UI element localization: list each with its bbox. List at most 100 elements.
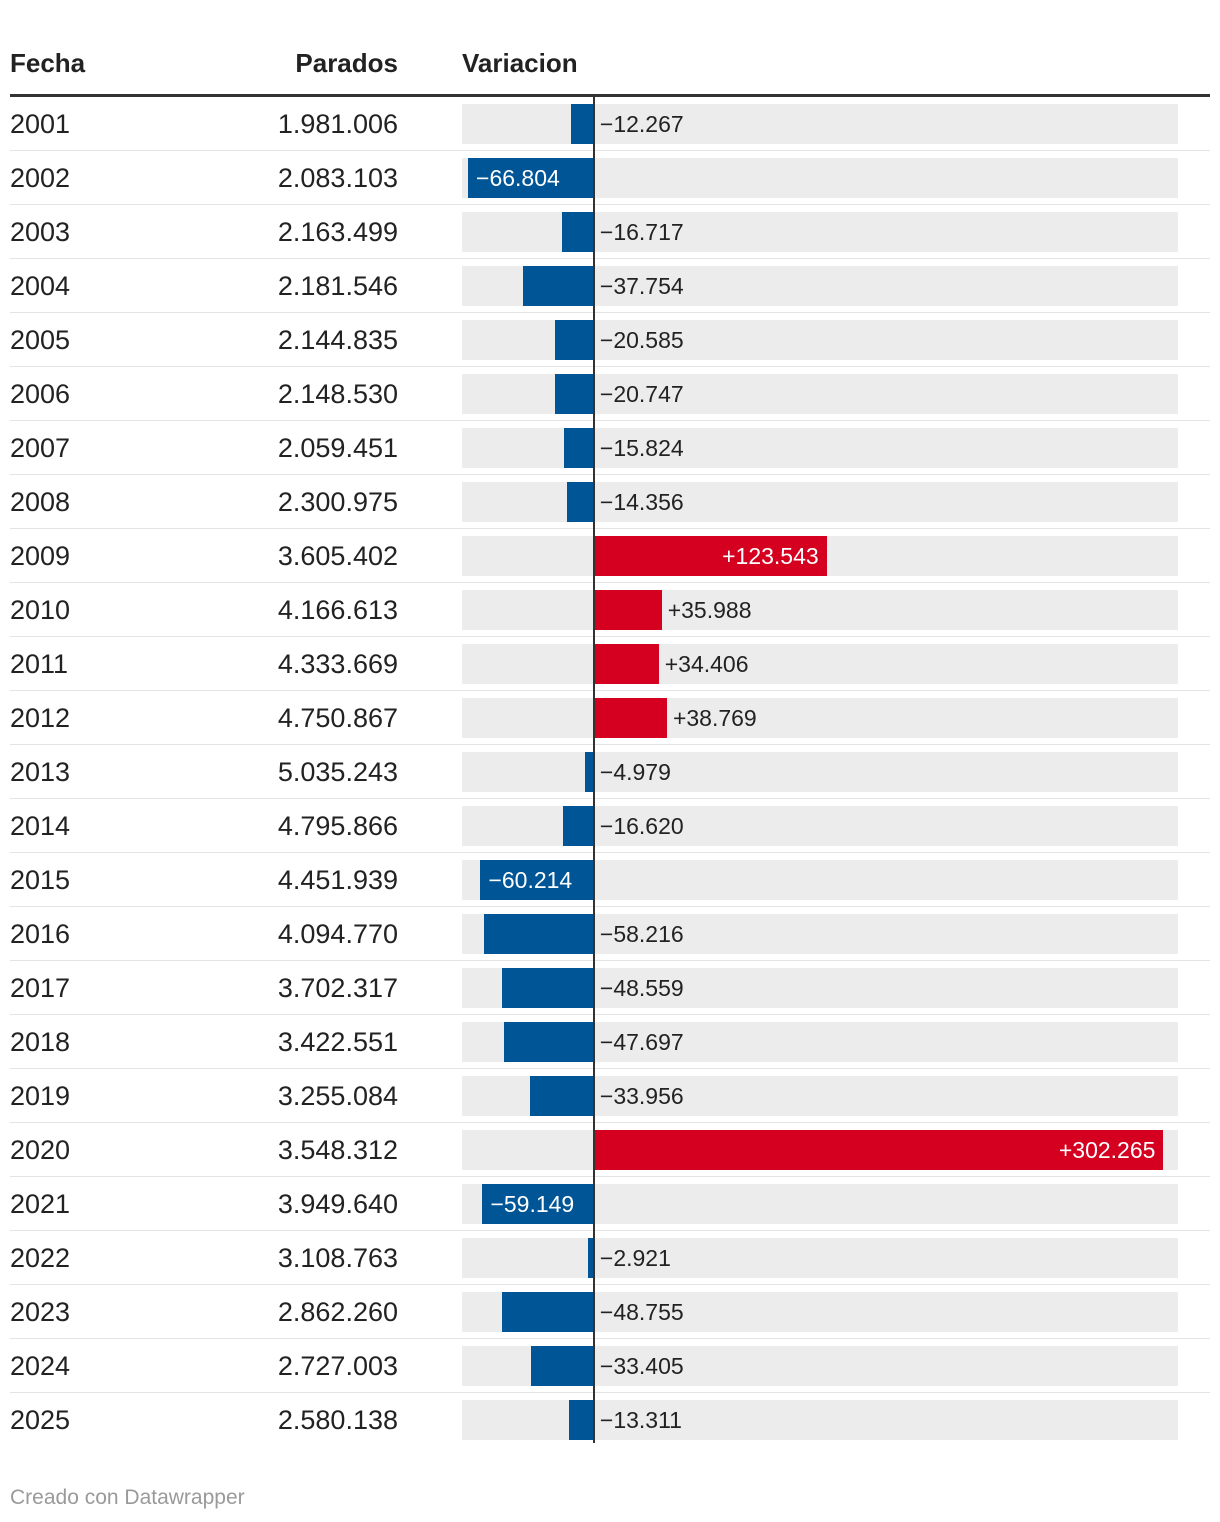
cell-fecha: 2018 — [10, 1027, 71, 1057]
cell-fecha: 2008 — [10, 487, 71, 517]
bar-negative — [554, 374, 594, 414]
bar-negative — [562, 212, 594, 252]
bar-value-label: −16.717 — [599, 219, 684, 245]
cell-fecha: 2005 — [10, 325, 71, 355]
bar-value-label: −48.559 — [599, 975, 684, 1001]
cell-parados: 4.451.939 — [277, 865, 398, 895]
cell-parados: 2.300.975 — [277, 487, 398, 517]
table-row: 2012 4.750.867 +38.769 — [10, 691, 1210, 745]
cell-fecha: 2023 — [10, 1297, 71, 1327]
bar-positive — [593, 644, 659, 684]
table-row: 2016 4.094.770 −58.216 — [10, 907, 1210, 961]
cell-parados: 4.333.669 — [277, 649, 398, 679]
cell-parados: 1.981.006 — [277, 109, 398, 139]
bar-value-label: +35.988 — [667, 597, 752, 623]
bar-value-label: +123.543 — [722, 543, 819, 569]
bar-negative — [566, 482, 594, 522]
cell-fecha: 2014 — [10, 811, 71, 841]
table-row: 2015 4.451.939 −60.214 — [10, 853, 1210, 907]
bar-negative — [504, 1022, 594, 1062]
bar-track: −4.979 — [462, 752, 1178, 792]
bar-negative — [564, 428, 594, 468]
bar-negative — [522, 266, 594, 306]
bar-track: −20.585 — [462, 320, 1178, 360]
bar-track: −2.921 — [462, 1238, 1178, 1278]
cell-fecha: 2009 — [10, 541, 71, 571]
bar-positive — [593, 536, 827, 576]
table-header: Fecha Parados Variacion — [10, 44, 1210, 97]
bar-track: −33.956 — [462, 1076, 1178, 1116]
bar-negative — [484, 914, 594, 954]
bar-value-label: −13.311 — [599, 1407, 682, 1433]
header-parados[interactable]: Parados — [295, 48, 398, 78]
bar-value-label: −66.804 — [476, 165, 560, 191]
footer-credit: Creado con Datawrapper — [10, 1486, 245, 1509]
cell-fecha: 2017 — [10, 973, 71, 1003]
bar-negative — [502, 968, 594, 1008]
bar-negative — [502, 1292, 594, 1332]
bar-negative — [570, 104, 594, 144]
bar-value-label: −15.824 — [599, 435, 684, 461]
bar-negative — [555, 320, 594, 360]
cell-fecha: 2002 — [10, 163, 71, 193]
cell-fecha: 2024 — [10, 1351, 71, 1381]
bar-negative — [588, 1238, 594, 1278]
cell-fecha: 2020 — [10, 1135, 71, 1165]
cell-fecha: 2021 — [10, 1189, 71, 1219]
cell-parados: 4.094.770 — [277, 919, 398, 949]
bar-value-label: −59.149 — [490, 1191, 575, 1217]
bar-track: −20.747 — [462, 374, 1178, 414]
bar-track: −60.214 — [462, 860, 1178, 900]
cell-parados: 3.548.312 — [277, 1135, 398, 1165]
bar-value-label: +302.265 — [1058, 1137, 1156, 1163]
cell-parados: 3.605.402 — [277, 541, 398, 571]
bar-negative — [480, 860, 594, 900]
cell-parados: 4.795.866 — [277, 811, 398, 841]
table-row: 2004 2.181.546 −37.754 — [10, 259, 1210, 313]
bar-value-label: −16.620 — [599, 813, 684, 839]
cell-fecha: 2015 — [10, 865, 71, 895]
bar-value-label: −14.356 — [599, 489, 684, 515]
cell-fecha: 2007 — [10, 433, 71, 463]
cell-parados: 4.166.613 — [277, 595, 398, 625]
table-row: 2011 4.333.669 +34.406 — [10, 637, 1210, 691]
cell-parados: 2.144.835 — [277, 325, 398, 355]
cell-parados: 2.059.451 — [277, 433, 398, 463]
bar-track: +34.406 — [462, 644, 1178, 684]
bar-negative — [482, 1184, 594, 1224]
bar-value-label: −58.216 — [599, 921, 684, 947]
table-row: 2001 1.981.006 −12.267 — [10, 97, 1210, 151]
bar-positive — [593, 698, 667, 738]
cell-parados: 2.727.003 — [277, 1351, 398, 1381]
table-row: 2013 5.035.243 −4.979 — [10, 745, 1210, 799]
table-row: 2022 3.108.763 −2.921 — [10, 1231, 1210, 1285]
bar-value-label: −48.755 — [599, 1299, 684, 1325]
bar-value-label: −33.956 — [599, 1083, 684, 1109]
bar-track: +123.543 — [462, 536, 1178, 576]
table-row: 2018 3.422.551 −47.697 — [10, 1015, 1210, 1069]
bar-value-label: −2.921 — [599, 1245, 671, 1271]
cell-fecha: 2022 — [10, 1243, 71, 1273]
cell-parados: 2.163.499 — [277, 217, 398, 247]
bar-track: −47.697 — [462, 1022, 1178, 1062]
table-row: 2019 3.255.084 −33.956 — [10, 1069, 1210, 1123]
cell-parados: 2.083.103 — [277, 163, 398, 193]
bar-negative — [530, 1346, 594, 1386]
cell-parados: 3.949.640 — [277, 1189, 398, 1219]
bar-negative — [584, 752, 594, 792]
header-variacion[interactable]: Variacion — [462, 48, 578, 78]
bar-track: −16.620 — [462, 806, 1178, 846]
table-row: 2025 2.580.138 −13.311 — [10, 1393, 1210, 1447]
table-row: 2003 2.163.499 −16.717 — [10, 205, 1210, 259]
bar-positive — [593, 590, 662, 630]
bar-value-label: −37.754 — [599, 273, 684, 299]
header-fecha[interactable]: Fecha — [10, 48, 86, 78]
bar-track: −37.754 — [462, 266, 1178, 306]
table-row: 2010 4.166.613 +35.988 — [10, 583, 1210, 637]
bar-value-label: −20.585 — [599, 327, 684, 353]
cell-parados: 3.702.317 — [277, 973, 398, 1003]
cell-fecha: 2016 — [10, 919, 71, 949]
bar-value-label: −47.697 — [599, 1029, 684, 1055]
bar-track: −58.216 — [462, 914, 1178, 954]
cell-parados: 2.148.530 — [277, 379, 398, 409]
